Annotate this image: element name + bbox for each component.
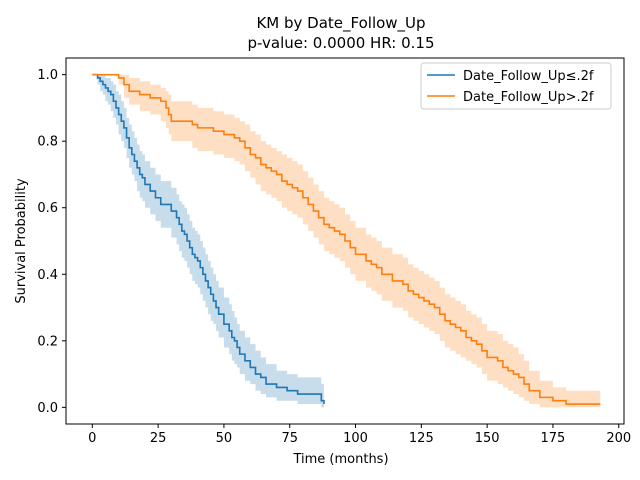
series-1-line <box>92 73 601 405</box>
y-tick-label: 0.8 <box>37 135 58 150</box>
legend-label-0: Date_Follow_Up≤.2f <box>463 69 594 84</box>
x-tick-label: 50 <box>216 431 233 446</box>
y-tick-label: 0.4 <box>37 268 58 283</box>
y-tick-label: 0.6 <box>37 201 58 216</box>
x-tick-label: 200 <box>606 431 631 446</box>
x-tick-label: 150 <box>475 431 500 446</box>
x-tick-label: 175 <box>541 431 566 446</box>
plot-area <box>92 73 601 408</box>
chart-subtitle: p-value: 0.0000 HR: 0.15 <box>247 34 434 52</box>
x-tick-label: 25 <box>150 431 167 446</box>
series-0-line <box>92 73 325 405</box>
y-tick-label: 0.0 <box>37 401 58 416</box>
x-tick-label: 75 <box>281 431 298 446</box>
y-tick-label: 0.2 <box>37 334 58 349</box>
y-axis-label: Survival Probability <box>14 178 29 304</box>
chart-title: KM by Date_Follow_Up <box>256 14 425 33</box>
legend-box <box>420 62 612 110</box>
axis-ticks: 0 25 50 75 100 125 150 175 200 0.0 0.2 0.4 0.6 0.8 1.0 <box>37 68 631 446</box>
x-tick-label: 0 <box>88 431 96 446</box>
plot-frame <box>65 57 625 425</box>
legend-label-1: Date_Follow_Up>.2f <box>463 90 594 105</box>
legend: Date_Follow_Up≤.2f Date_Follow_Up>.2f <box>420 62 612 110</box>
x-axis-label: Time (months) <box>292 452 388 467</box>
x-tick-label: 125 <box>409 431 434 446</box>
x-tick-label: 100 <box>343 431 368 446</box>
y-tick-label: 1.0 <box>37 68 58 83</box>
